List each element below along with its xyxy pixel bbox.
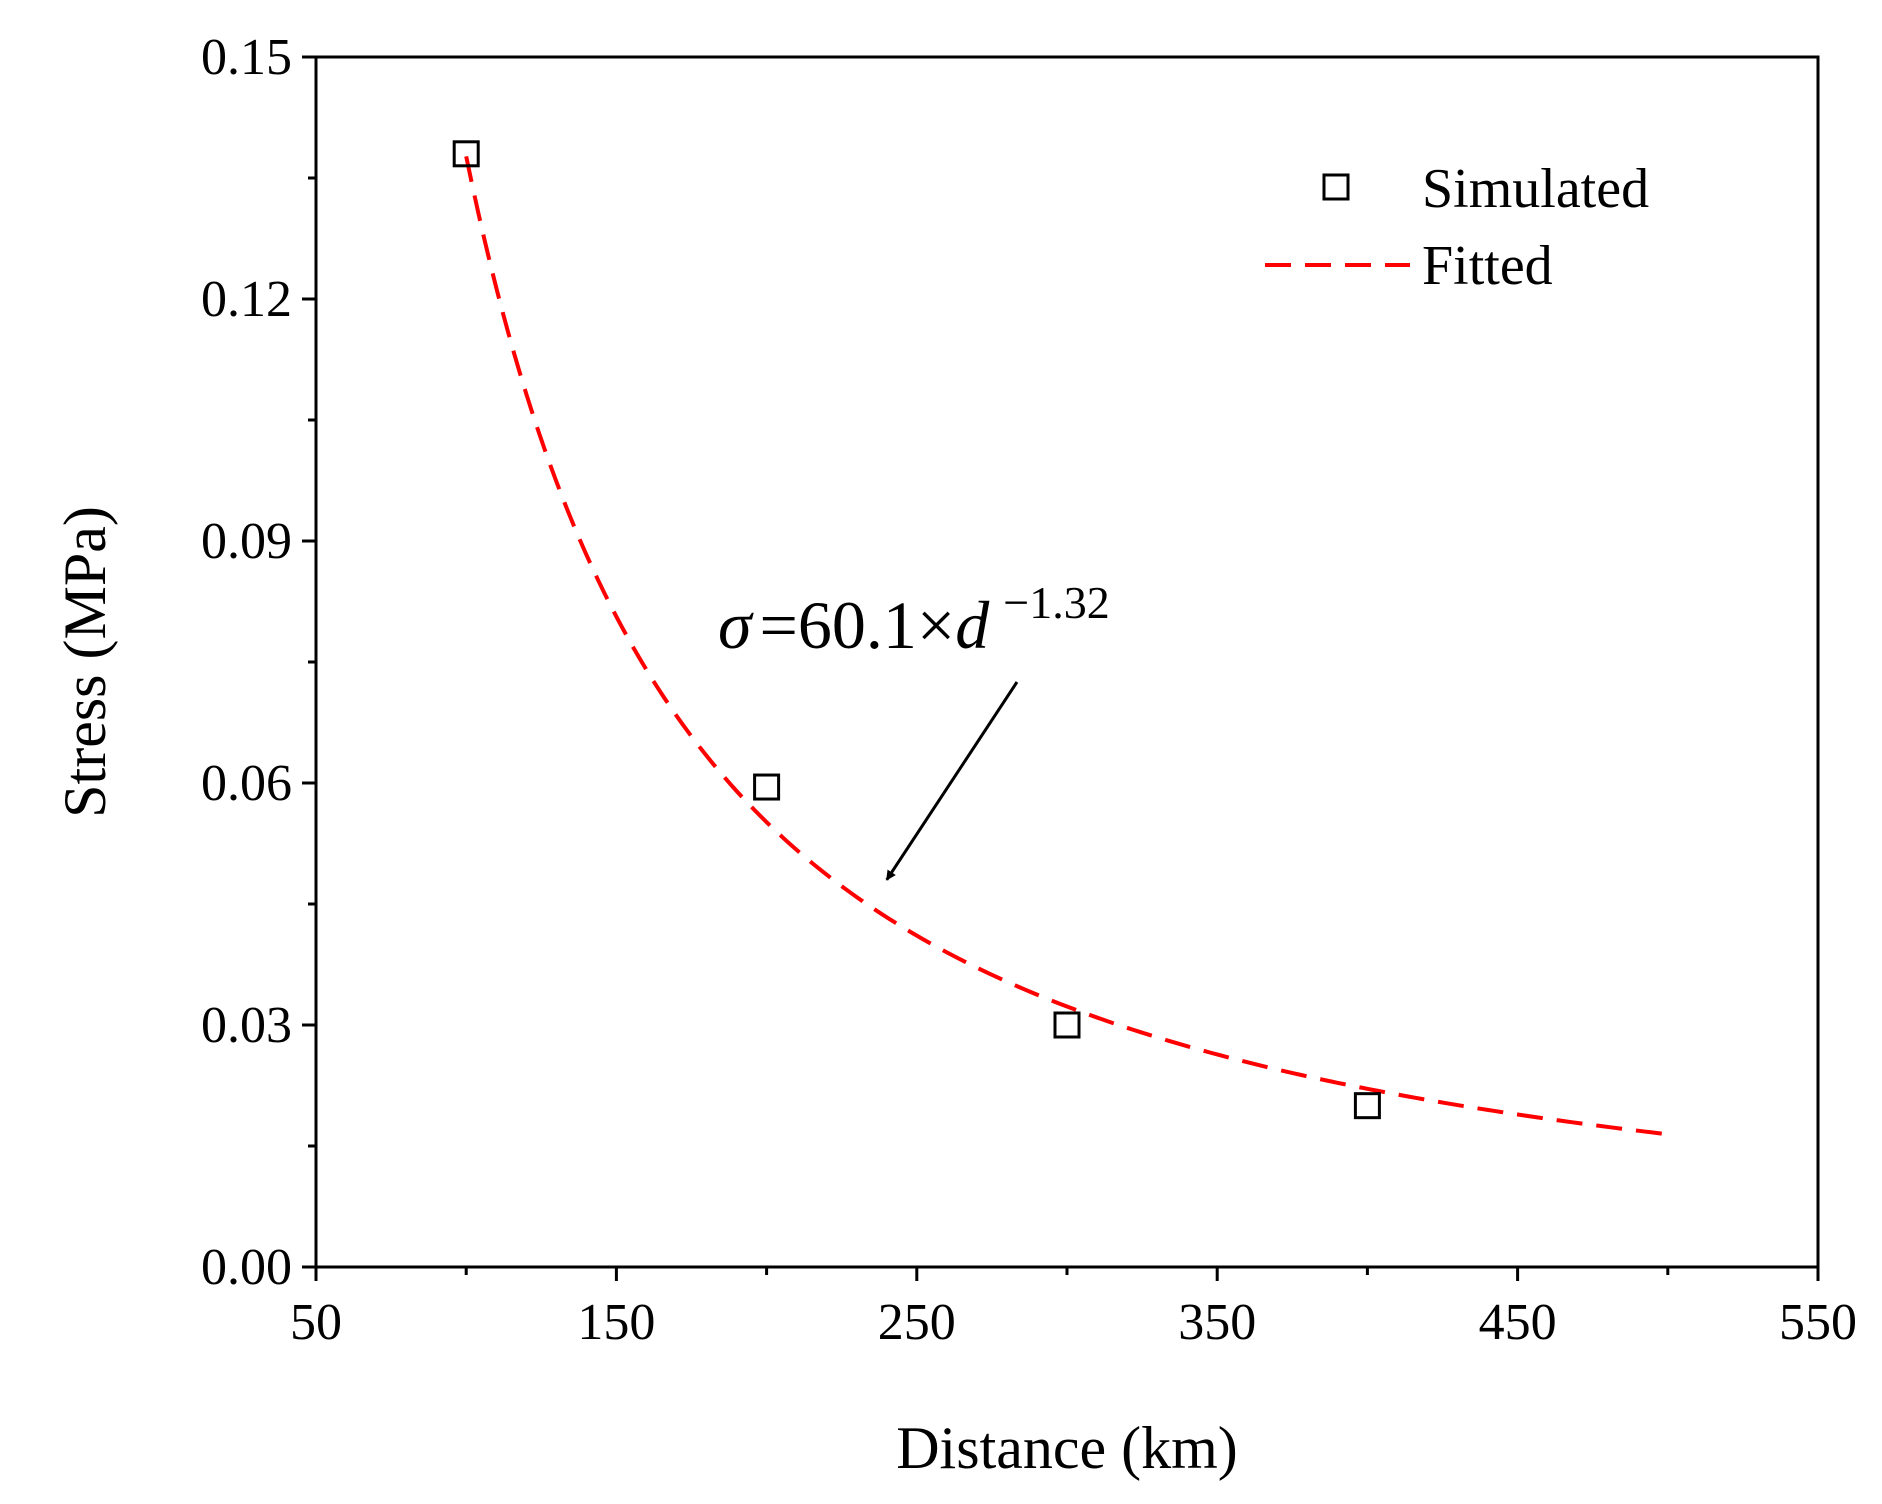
equation-body: 60.1× bbox=[798, 587, 955, 663]
x-tick-label: 550 bbox=[1779, 1294, 1857, 1351]
x-axis-tick-labels: 50 150 250 350 450 550 bbox=[290, 1294, 1857, 1351]
simulated-point bbox=[753, 773, 781, 801]
y-tick-label: 0.00 bbox=[201, 1239, 292, 1296]
y-tick-label: 0.09 bbox=[201, 513, 292, 570]
y-axis-tick-labels: 0.00 0.03 0.06 0.09 0.12 0.15 bbox=[201, 29, 292, 1296]
legend-simulated-label: Simulated bbox=[1422, 158, 1649, 220]
equation-variable: d bbox=[955, 587, 990, 663]
x-tick-label: 350 bbox=[1178, 1294, 1256, 1351]
legend-simulated-marker bbox=[1322, 173, 1350, 201]
plot-frame bbox=[314, 55, 1820, 1269]
annotation: σ =60.1×d −1.32 bbox=[718, 577, 1110, 881]
x-tick-label: 150 bbox=[577, 1294, 655, 1351]
y-tick-label: 0.15 bbox=[201, 29, 292, 86]
fitted-series bbox=[464, 155, 1669, 1137]
simulated-series bbox=[452, 140, 1381, 1120]
equation-equals: = bbox=[760, 587, 798, 663]
legend: Simulated Fitted bbox=[1265, 158, 1649, 297]
equation-exponent: −1.32 bbox=[1003, 577, 1109, 628]
fitted-curve bbox=[464, 155, 1669, 1137]
annotation-arrow bbox=[885, 681, 1019, 881]
x-tick-label: 50 bbox=[290, 1294, 342, 1351]
x-axis-label: Distance (km) bbox=[896, 1415, 1238, 1481]
y-axis-ticks bbox=[302, 55, 316, 1269]
x-axis-ticks bbox=[314, 1267, 1820, 1281]
simulated-point bbox=[452, 140, 480, 168]
equation-sigma: σ bbox=[718, 587, 754, 663]
x-tick-label: 250 bbox=[878, 1294, 956, 1351]
y-axis-label: Stress (MPa) bbox=[52, 506, 118, 818]
y-tick-label: 0.03 bbox=[201, 997, 292, 1054]
y-tick-label: 0.06 bbox=[201, 755, 292, 812]
equation-annotation: σ =60.1×d −1.32 bbox=[718, 577, 1110, 663]
simulated-point bbox=[1353, 1092, 1381, 1120]
y-tick-label: 0.12 bbox=[201, 271, 292, 328]
simulated-point bbox=[1053, 1011, 1081, 1039]
x-tick-label: 450 bbox=[1479, 1294, 1557, 1351]
legend-fitted-label: Fitted bbox=[1422, 235, 1553, 297]
